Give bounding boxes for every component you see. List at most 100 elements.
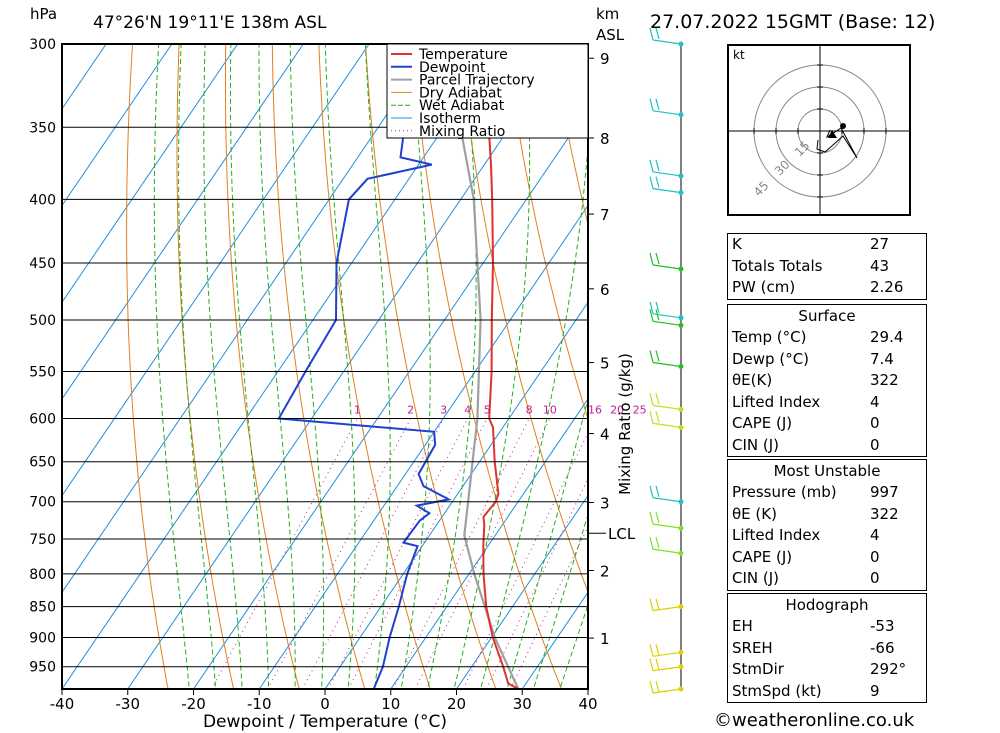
mixing-ratio-tick-label: 10 [543,403,557,416]
wind-barb-flag [649,658,654,671]
wet-adiabat-line [506,396,588,689]
mu-row: CIN (J) 0 [728,568,926,590]
wind-barb-flag [655,252,660,265]
km-tick-label: 1 [600,630,610,648]
x-tick-label: 30 [513,695,532,713]
wind-barb-flag [649,511,654,525]
x-tick-label: 20 [447,695,466,713]
pressure-tick-label: 850 [29,600,56,616]
hodo-row: StmSpd (kt) 9 [728,681,926,703]
hodograph-table-panel: Hodograph EH -53 SREH -66 StmDir 292° StmSp… [727,593,927,703]
pressure-tick-label: 700 [29,495,56,511]
surface-value: 322 [870,371,899,389]
wind-barb [652,313,682,319]
surface-value: 7.4 [870,349,894,368]
mixing-ratio-tick-label: 16 [588,403,602,416]
hodograph: kt 15 30 45 [727,44,911,216]
mu-label: CAPE (J) [732,547,793,566]
mu-label: θE (K) [732,504,777,523]
dry-adiabat-line [504,44,588,421]
hodo-value: -66 [870,638,895,657]
km-tick-label: 7 [600,206,610,224]
mixing-ratio-tick-label: 4 [464,403,471,416]
hodo-row: EH -53 [728,616,926,638]
surface-row: Dewp (°C) 7.4 [728,349,926,371]
asl-label: ASL [596,26,625,44]
wind-barb [652,422,682,428]
dry-adiabat-line [925,44,1000,689]
wind-barb [652,171,682,177]
copyright-label[interactable]: ©weatheronline.co.uk [714,710,915,731]
surface-row: θE(K) 322 [728,370,926,392]
pressure-tick-label: 450 [29,256,56,272]
x-tick-label: 0 [320,695,330,713]
wind-barb-flag [655,411,660,423]
mu-value: 997 [870,483,899,501]
x-tick-label: -10 [247,695,272,713]
mu-row: θE (K) 322 [728,504,926,526]
mixing-ratio-tick-label: 3 [440,403,447,416]
wind-barb-flag [655,658,660,670]
wind-barb-flag [649,27,654,41]
index-value: 43 [870,256,890,275]
mu-label: Lifted Index [732,526,821,544]
isotherm-line [390,398,588,689]
wind-barb [652,688,682,694]
mixing-ratio-line [327,418,469,689]
mixing-ratio-tick-label: 1 [354,403,361,416]
wind-barb-flag [655,680,660,693]
km-tick-label: 9 [600,50,610,68]
mu-label: CIN (J) [732,569,780,587]
hodo-label: StmDir [732,660,784,678]
wind-barb [652,606,682,612]
wet-adiabat-line [153,44,190,689]
pressure-tick-label: 750 [29,532,56,548]
surface-label: Dewp (°C) [732,349,810,368]
wind-barb-flag [649,393,654,406]
parcel-trajectory-line [440,44,520,689]
hodo-label: EH [732,617,753,635]
surface-title: Surface [798,307,856,325]
dry-adiabat-line [176,44,235,689]
wind-barb-flag [649,252,654,266]
wind-barb-flag [655,176,660,188]
pressure-tick-label: 500 [29,313,56,329]
datetime-label: 27.07.2022 15GMT (Base: 12) [650,11,935,33]
km-tick-label: 6 [600,281,610,299]
surface-label: CIN (J) [732,435,780,454]
x-tick-label: 40 [578,695,597,713]
wind-barb [652,188,682,194]
wind-barb-flag [655,537,660,549]
mu-value: 4 [870,526,880,544]
legend-entry: Wet Adiabat [419,98,505,114]
wind-barb [652,264,682,270]
mixing-ratio-line [414,418,551,689]
wind-barb-flag [649,350,654,363]
wet-adiabat-line [480,138,588,689]
surface-row: CAPE (J) 0 [728,413,926,435]
surface-label: Temp (°C) [732,328,807,346]
wind-barb-flag [655,159,660,172]
mixing-ratio-line [392,418,530,689]
surface-row: Lifted Index 4 [728,392,926,414]
dry-adiabat-line [458,44,588,594]
hodo-label: StmSpd (kt) [732,681,822,700]
wind-barb-flag [649,485,654,498]
index-value: 27 [870,235,890,253]
wind-barb-flag [649,301,654,314]
legend-entry: Dry Adiabat [419,85,502,101]
wind-barb-flag [655,301,660,313]
pressure-unit-label: hPa [30,5,57,23]
mixing-ratio-tick-label: 8 [526,403,533,416]
wind-barb-flag [649,598,654,611]
mu-row: Pressure (mb) 997 [728,482,926,504]
surface-label: CAPE (J) [732,414,793,432]
index-label: K [732,235,742,253]
mixing-ratio-tick-label: 2 [407,403,414,416]
isotherm-line [62,44,436,594]
dry-adiabat-line [411,44,562,689]
mu-value: 322 [870,504,899,523]
wind-barb-flag [655,98,660,110]
surface-label: θE(K) [732,371,773,389]
index-label: PW (cm) [732,278,796,296]
